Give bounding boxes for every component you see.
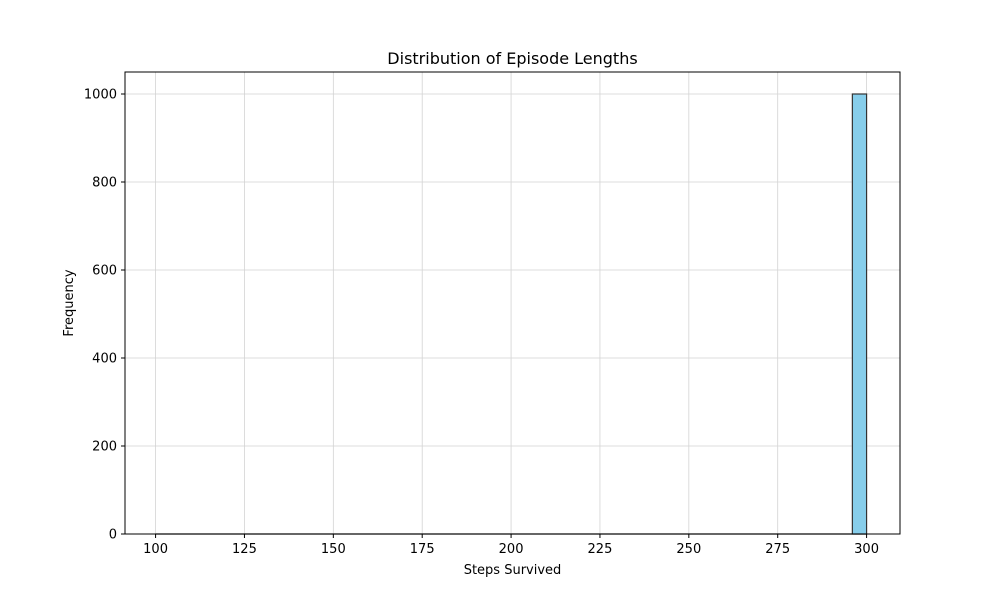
x-tick-label: 275 (765, 542, 790, 557)
y-tick-label: 800 (92, 176, 117, 191)
plot-frame (124, 71, 901, 535)
x-tick-label: 175 (410, 542, 435, 557)
y-axis-ticks: 0 200 400 600 800 1000 (84, 88, 125, 543)
x-axis-label: Steps Survived (464, 563, 562, 578)
x-tick-label: 300 (854, 542, 879, 557)
x-tick-label: 225 (588, 542, 613, 557)
y-tick-label: 600 (92, 264, 117, 279)
histogram-bar (851, 93, 868, 535)
x-axis-ticks: 100 125 150 175 200 225 250 275 300 (143, 534, 879, 557)
y-tick-label: 400 (92, 352, 117, 367)
y-tick-label: 200 (92, 440, 117, 455)
chart-title: Distribution of Episode Lengths (387, 49, 637, 68)
x-tick-label: 250 (676, 542, 701, 557)
y-tick-label: 0 (109, 528, 117, 543)
x-tick-label: 100 (143, 542, 168, 557)
x-tick-label: 125 (232, 542, 257, 557)
y-axis-label: Frequency (62, 269, 77, 336)
x-tick-label: 200 (499, 542, 524, 557)
x-tick-label: 150 (321, 542, 346, 557)
y-tick-label: 1000 (84, 88, 117, 103)
